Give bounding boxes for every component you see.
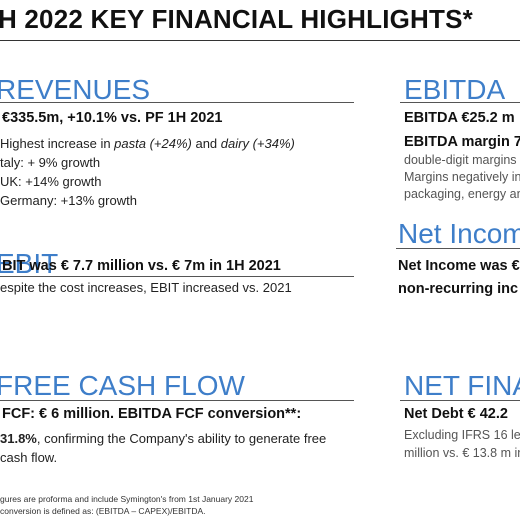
- fcf-heading: FREE CASH FLOW: [0, 370, 245, 401]
- revenues-detail-d: dairy (+34%): [220, 136, 295, 151]
- ebitda-line2: EBITDA margin 7: [404, 134, 520, 150]
- ebitda-line4: Margins negatively in: [404, 170, 520, 184]
- fcf-line3: cash flow.: [0, 450, 58, 465]
- revenues-detail-c: and: [195, 136, 221, 151]
- fcf-line2-text: , confirming the Company's ability to ge…: [36, 431, 327, 446]
- net-income-line2: non-recurring inc: [398, 281, 519, 297]
- fcf-conversion-value: 31.8%: [0, 431, 37, 446]
- ebitda-line3: double-digit margins: [404, 153, 517, 167]
- revenues-rule: [0, 102, 354, 103]
- fcf-rule: [0, 400, 354, 401]
- ebit-headline: BIT was € 7.7 million vs. € 7m in 1H 202…: [2, 258, 281, 274]
- revenues-germany: Germany: +13% growth: [0, 193, 137, 208]
- ebit-rule: [0, 276, 354, 277]
- ebitda-heading: EBITDA: [404, 74, 506, 105]
- revenues-italy: taly: + 9% growth: [0, 155, 101, 170]
- net-financial-line2: Excluding IFRS 16 leas: [404, 428, 520, 442]
- footnote-1: gures are proforma and include Symington…: [0, 494, 254, 504]
- net-income-line1: Net Income was €: [398, 258, 520, 274]
- ebit-sub: espite the cost increases, EBIT increase…: [0, 280, 292, 295]
- revenues-headline: €335.5m, +10.1% vs. PF 1H 2021: [2, 110, 223, 126]
- revenues-detail-a: Highest increase in: [0, 136, 115, 151]
- fcf-line2: 31.8%, confirming the Company's ability …: [0, 431, 326, 446]
- net-financial-rule: [400, 400, 520, 401]
- fcf-headline: FCF: € 6 million. EBITDA FCF conversion*…: [2, 406, 302, 422]
- net-financial-line1: Net Debt € 42.2: [404, 406, 508, 422]
- ebitda-line1: EBITDA €25.2 m: [404, 110, 515, 126]
- title-divider: [0, 40, 520, 41]
- ebit-heading: EBIT: [0, 248, 59, 279]
- net-income-rule: [396, 248, 520, 249]
- revenues-detail-b: pasta (+24%): [114, 136, 196, 151]
- footnote-2: conversion is defined as: (EBITDA – CAPE…: [0, 506, 206, 516]
- revenues-heading: REVENUES: [0, 74, 151, 105]
- revenues-detail: Highest increase in pasta (+24%) and dai…: [0, 136, 295, 151]
- ebitda-line5: packaging, energy an: [404, 187, 520, 201]
- net-financial-heading: NET FINA: [404, 370, 520, 401]
- ebitda-rule: [400, 102, 520, 103]
- net-income-heading: Net Incom: [398, 218, 520, 249]
- net-financial-line3: million vs. € 13.8 m in: [404, 446, 520, 460]
- page-title: H 2022 KEY FINANCIAL HIGHLIGHTS*: [0, 4, 473, 34]
- revenues-uk: UK: +14% growth: [0, 174, 102, 189]
